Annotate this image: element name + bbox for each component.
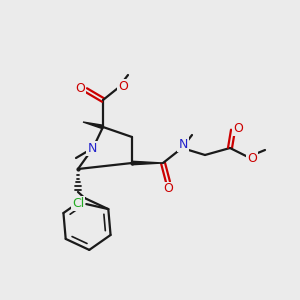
Text: O: O [233,122,243,134]
Text: Cl: Cl [72,196,84,210]
Text: O: O [118,80,128,92]
Polygon shape [132,161,163,165]
Text: N: N [178,137,188,151]
Polygon shape [83,122,104,129]
Text: O: O [75,82,85,95]
Text: N: N [87,142,97,154]
Text: O: O [163,182,173,196]
Text: O: O [247,152,257,164]
